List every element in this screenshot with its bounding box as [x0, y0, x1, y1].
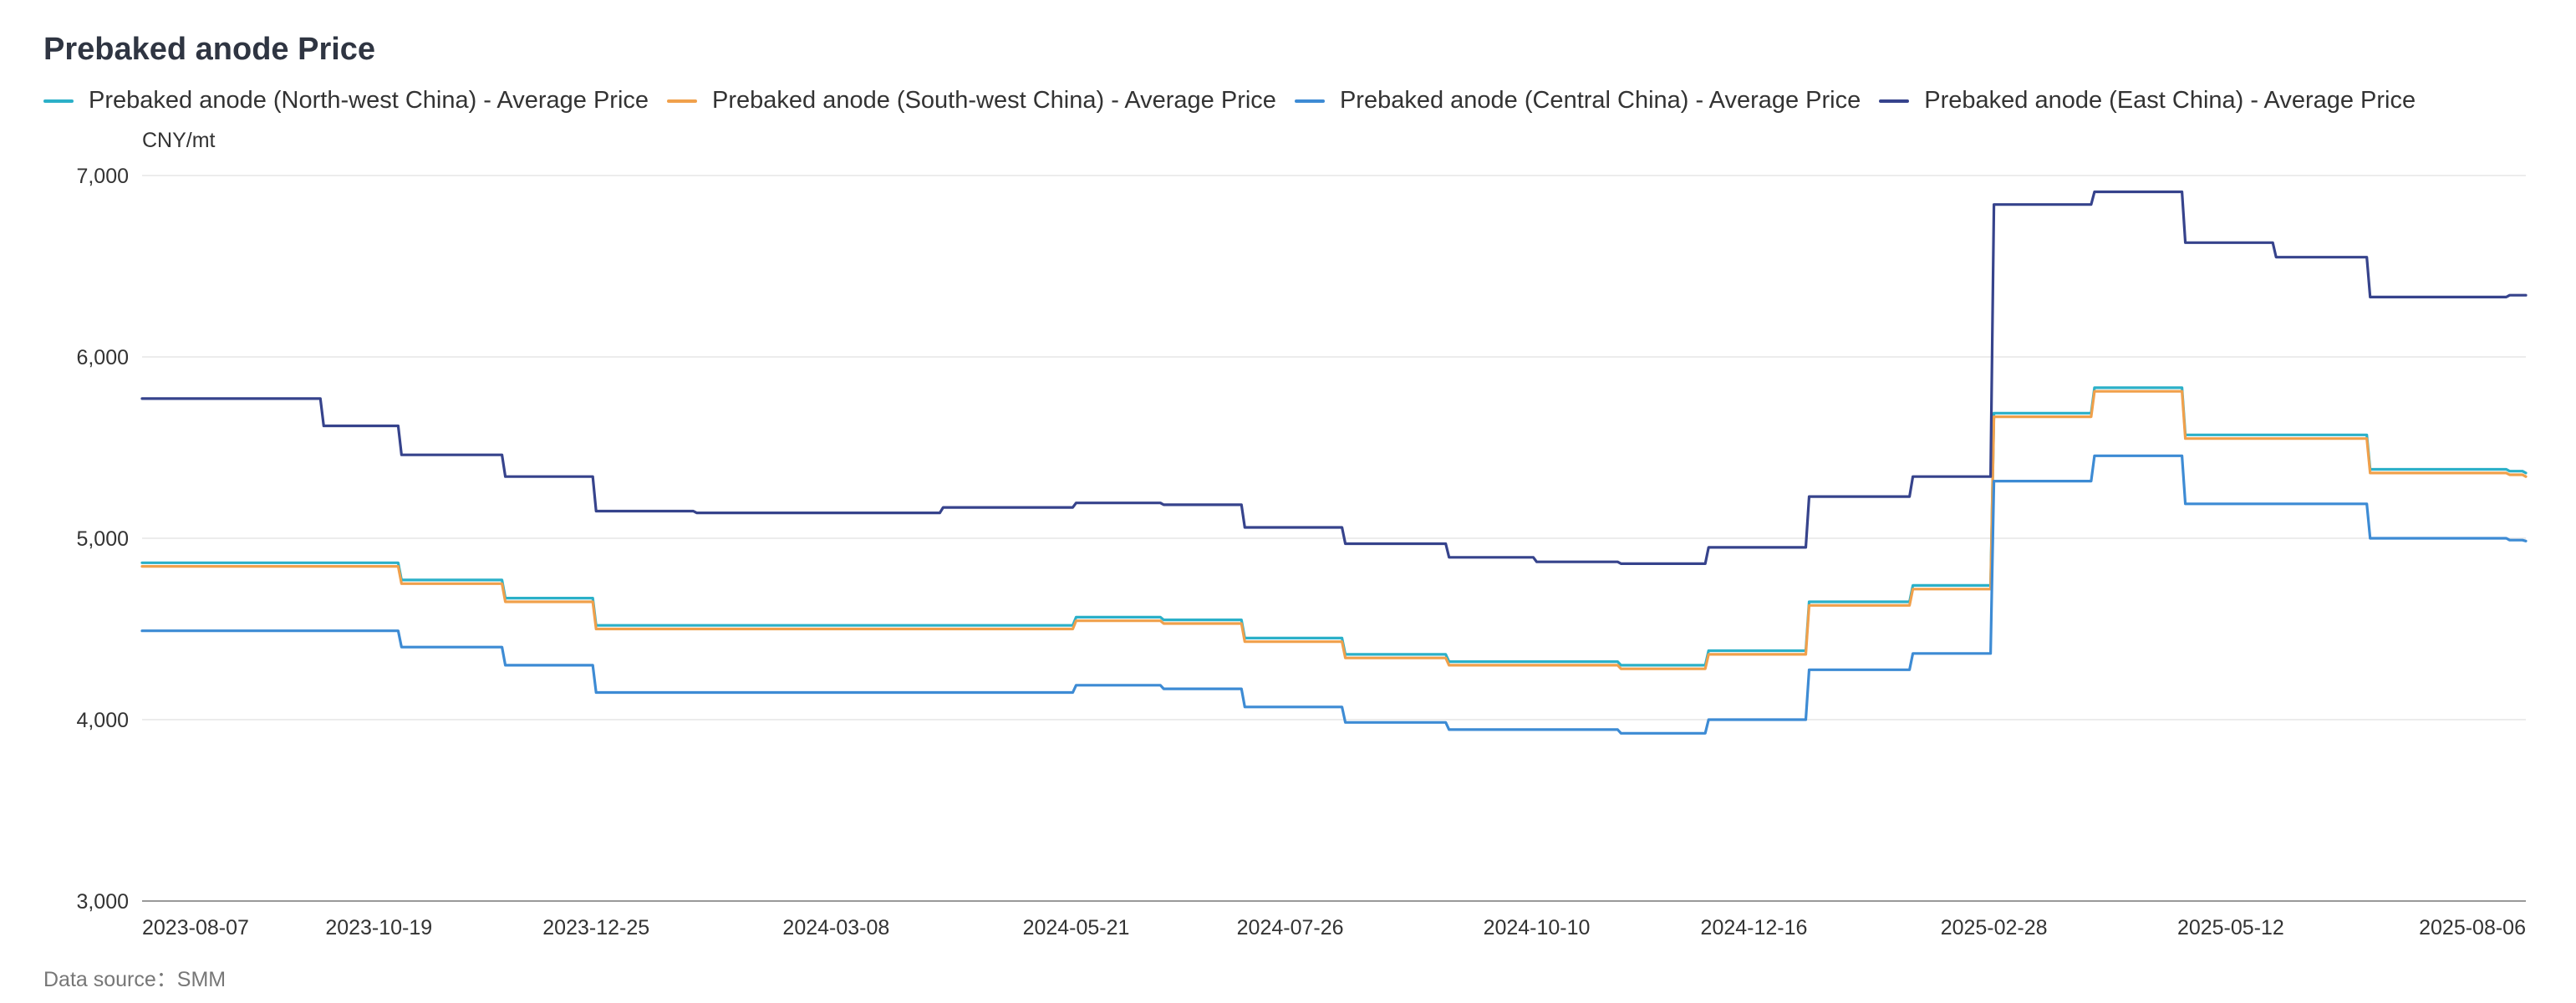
x-tick-label: 2025-02-28: [1941, 916, 2048, 939]
legend-swatch: [1879, 99, 1910, 103]
chart-title: Prebaked anode Price: [43, 32, 376, 67]
legend-label: Prebaked anode (Central China) - Average…: [1339, 87, 1861, 114]
legend-label: Prebaked anode (East China) - Average Pr…: [1924, 87, 2416, 114]
x-tick-label: 2023-12-25: [542, 916, 649, 939]
series-line-3: [140, 454, 2528, 735]
legend-item-2[interactable]: Prebaked anode (South-west China) - Aver…: [667, 87, 1276, 115]
y-tick-label: 4,000: [76, 709, 129, 732]
data-source-note: Data source：SMM: [43, 968, 227, 991]
chart-legend: Prebaked anode (North-west China) - Aver…: [43, 87, 2434, 115]
x-tick-label: 2024-12-16: [1701, 916, 1808, 939]
legend-label: Prebaked anode (North-west China) - Aver…: [89, 87, 649, 114]
x-tick-label: 2024-10-10: [1484, 916, 1591, 939]
x-tick-label: 2023-10-19: [325, 916, 432, 939]
x-tick-label: 2024-05-21: [1023, 916, 1130, 939]
legend-swatch: [667, 99, 698, 103]
legend-label: Prebaked anode (South-west China) - Aver…: [712, 87, 1276, 114]
y-tick-label: 7,000: [76, 165, 129, 188]
x-tick-label: 2025-08-06: [2419, 916, 2526, 939]
legend-swatch: [43, 99, 74, 103]
series-line-4: [140, 190, 2528, 565]
legend-item-1[interactable]: Prebaked anode (North-west China) - Aver…: [43, 87, 649, 115]
legend-swatch: [1294, 99, 1325, 103]
legend-item-4[interactable]: Prebaked anode (East China) - Average Pr…: [1879, 87, 2416, 115]
x-tick-label: 2023-08-07: [142, 916, 249, 939]
x-tick-label: 2025-05-12: [2177, 916, 2284, 939]
y-tick-label: 5,000: [76, 527, 129, 551]
y-axis-unit: CNY/mt: [142, 129, 216, 152]
y-tick-label: 6,000: [76, 346, 129, 369]
x-tick-label: 2024-07-26: [1237, 916, 1344, 939]
legend-item-3[interactable]: Prebaked anode (Central China) - Average…: [1294, 87, 1861, 115]
y-tick-label: 3,000: [76, 890, 129, 914]
x-tick-label: 2024-03-08: [782, 916, 889, 939]
series-line-2: [140, 389, 2528, 670]
